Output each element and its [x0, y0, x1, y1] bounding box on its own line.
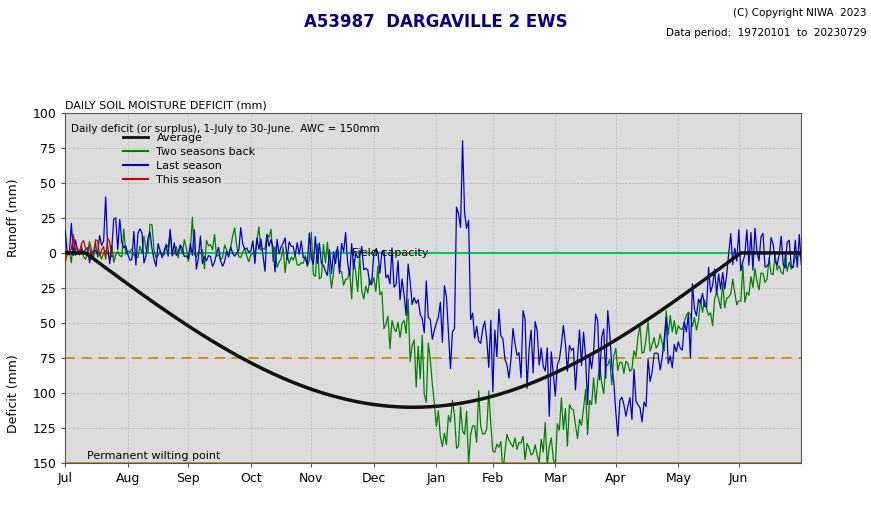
- Text: Data period:  19720101  to  20230729: Data period: 19720101 to 20230729: [666, 28, 867, 38]
- Text: Daily deficit (or surplus), 1-July to 30-June.  AWC = 150mm: Daily deficit (or surplus), 1-July to 30…: [71, 124, 380, 134]
- Text: (C) Copyright NIWA  2023: (C) Copyright NIWA 2023: [733, 8, 867, 18]
- Text: Field capacity: Field capacity: [345, 248, 429, 258]
- Text: Runoff (mm): Runoff (mm): [7, 179, 19, 257]
- Text: DAILY SOIL MOISTURE DEFICIT (mm): DAILY SOIL MOISTURE DEFICIT (mm): [65, 100, 267, 110]
- Text: A53987  DARGAVILLE 2 EWS: A53987 DARGAVILLE 2 EWS: [304, 13, 567, 31]
- Legend: Average, Two seasons back, Last season, This season: Average, Two seasons back, Last season, …: [118, 129, 260, 189]
- Text: Deficit (mm): Deficit (mm): [7, 354, 19, 433]
- Text: Permanent wilting point: Permanent wilting point: [80, 451, 220, 461]
